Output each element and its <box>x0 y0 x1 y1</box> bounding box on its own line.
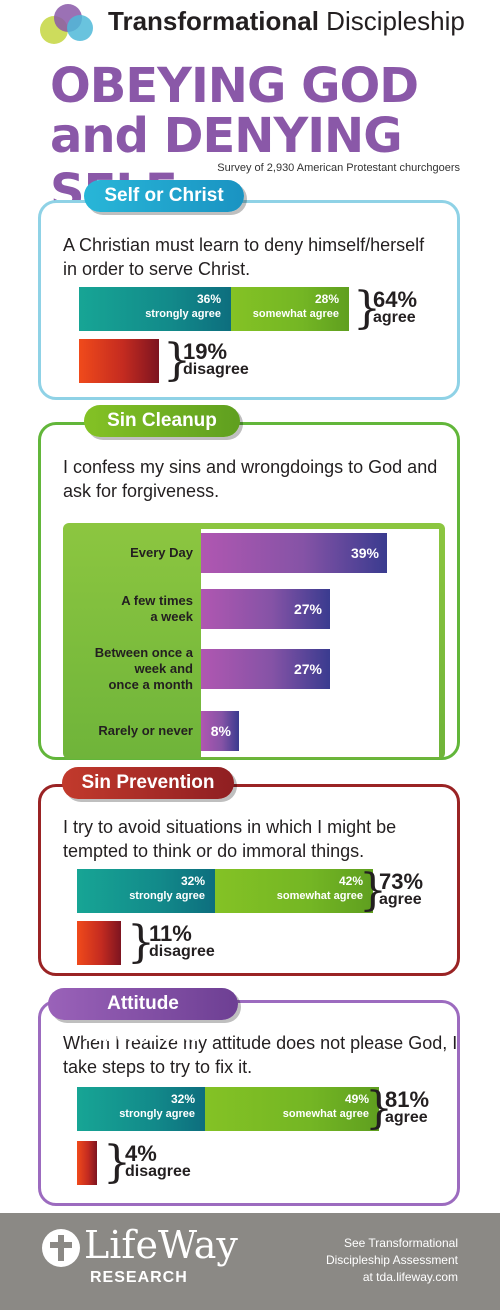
disagree-bar <box>79 339 159 383</box>
statement: I confess my sins and wrongdoings to God… <box>63 457 438 501</box>
agree-brace-icon: } <box>353 283 381 334</box>
footer-line-1: See Transformational <box>343 1236 458 1250</box>
footer-line-2: Discipleship Assessment <box>325 1253 458 1267</box>
disagree-brace-icon: } <box>127 917 155 968</box>
agree-brace-icon: } <box>365 1083 393 1134</box>
statement: I try to avoid situations in which I mig… <box>63 817 397 861</box>
disagree-total: 19% disagree <box>183 339 249 379</box>
somewhat-agree-label: somewhat agree <box>276 890 363 902</box>
frequency-category-label: Between once a week and once a month <box>94 645 193 692</box>
somewhat-agree-label: somewhat agree <box>252 308 339 320</box>
agree-stack: 32% strongly agree 49% somewhat agree <box>77 1087 379 1131</box>
somewhat-agree-bar: 28% somewhat agree <box>231 287 349 331</box>
frequency-category-label: A few times a week <box>121 593 193 624</box>
strongly-agree-bar: 32% strongly agree <box>77 869 215 913</box>
frequency-bar: 8% <box>201 711 239 751</box>
strongly-agree-value: 32% <box>170 1092 195 1106</box>
disagree-bar <box>77 1141 97 1185</box>
disagree-brace-icon: } <box>163 335 191 386</box>
somewhat-agree-value: 28% <box>314 292 339 306</box>
panel-sin-cleanup: I confess my sins and wrongdoings to God… <box>38 422 460 760</box>
lifeway-cross-icon <box>42 1229 80 1267</box>
somewhat-agree-value: 49% <box>344 1092 369 1106</box>
somewhat-agree-bar: 42% somewhat agree <box>215 869 373 913</box>
disagree-total: 4% disagree <box>125 1141 191 1181</box>
disagree-bar <box>77 921 121 965</box>
title-pill-sin-cleanup: Sin Cleanup <box>84 405 240 437</box>
strongly-agree-label: strongly agree <box>119 1108 195 1120</box>
frequency-category-label: Every Day <box>130 545 193 560</box>
lifeway-research-text: RESEARCH <box>90 1269 188 1286</box>
frequency-chart: 39% Every Day 27% A few times a week 27% Betwe… <box>63 523 445 759</box>
somewhat-agree-label: somewhat agree <box>282 1108 369 1120</box>
agree-stack: 36% strongly agree 28% somewhat agree <box>79 287 349 331</box>
strongly-agree-value: 32% <box>180 874 205 888</box>
footer-line-3: at tda.lifeway.com <box>362 1270 458 1284</box>
somewhat-agree-value: 42% <box>338 874 363 888</box>
agree-total: 73% agree <box>379 869 424 909</box>
lifeway-logo-text: LifeWay <box>84 1223 238 1267</box>
main-title-line1: OBEYING GOD <box>50 58 419 114</box>
footer-note: See Transformational Discipleship Assess… <box>326 1235 458 1286</box>
strongly-agree-label: strongly agree <box>129 890 205 902</box>
agree-total: 64% agree <box>373 287 418 327</box>
frequency-bar: 27% <box>201 649 330 689</box>
statement: When I realize my attitude does not plea… <box>63 1033 458 1077</box>
panel-sin-prevention: I try to avoid situations in which I mig… <box>38 784 460 976</box>
frequency-category-label: Rarely or never <box>98 723 193 738</box>
strongly-agree-value: 36% <box>196 292 221 306</box>
disagree-brace-icon: } <box>103 1137 131 1188</box>
frequency-bar: 27% <box>201 589 330 629</box>
panel-attitude-adjustments: When I realize my attitude does not plea… <box>38 1000 460 1206</box>
frequency-bar: 39% <box>201 533 387 573</box>
brand-title: Transformational Discipleship <box>108 6 465 36</box>
disagree-total: 11% disagree <box>149 921 215 961</box>
somewhat-agree-bar: 49% somewhat agree <box>205 1087 379 1131</box>
panel-self-or-christ: A Christian must learn to deny himself/h… <box>38 200 460 400</box>
strongly-agree-bar: 32% strongly agree <box>77 1087 205 1131</box>
title-pill-sin-prevention: Sin Prevention <box>62 767 234 799</box>
main-title-line2: and DENYING SELF <box>50 108 403 220</box>
brand-logo-circles-icon <box>40 4 93 44</box>
agree-stack: 32% strongly agree 42% somewhat agree <box>77 869 373 913</box>
agree-brace-icon: } <box>359 865 387 916</box>
strongly-agree-bar: 36% strongly agree <box>79 287 231 331</box>
title-pill-self-or-christ: Self or Christ <box>84 180 244 212</box>
strongly-agree-label: strongly agree <box>145 308 221 320</box>
survey-note: Survey of 2,930 American Protestant chur… <box>217 162 460 174</box>
statement: A Christian must learn to deny himself/h… <box>63 235 425 279</box>
footer: LifeWay RESEARCH See Transformational Di… <box>0 1213 500 1310</box>
title-pill-attitude-adjustments: Attitude Adjustments <box>48 988 238 1046</box>
agree-total: 81% agree <box>385 1087 430 1127</box>
